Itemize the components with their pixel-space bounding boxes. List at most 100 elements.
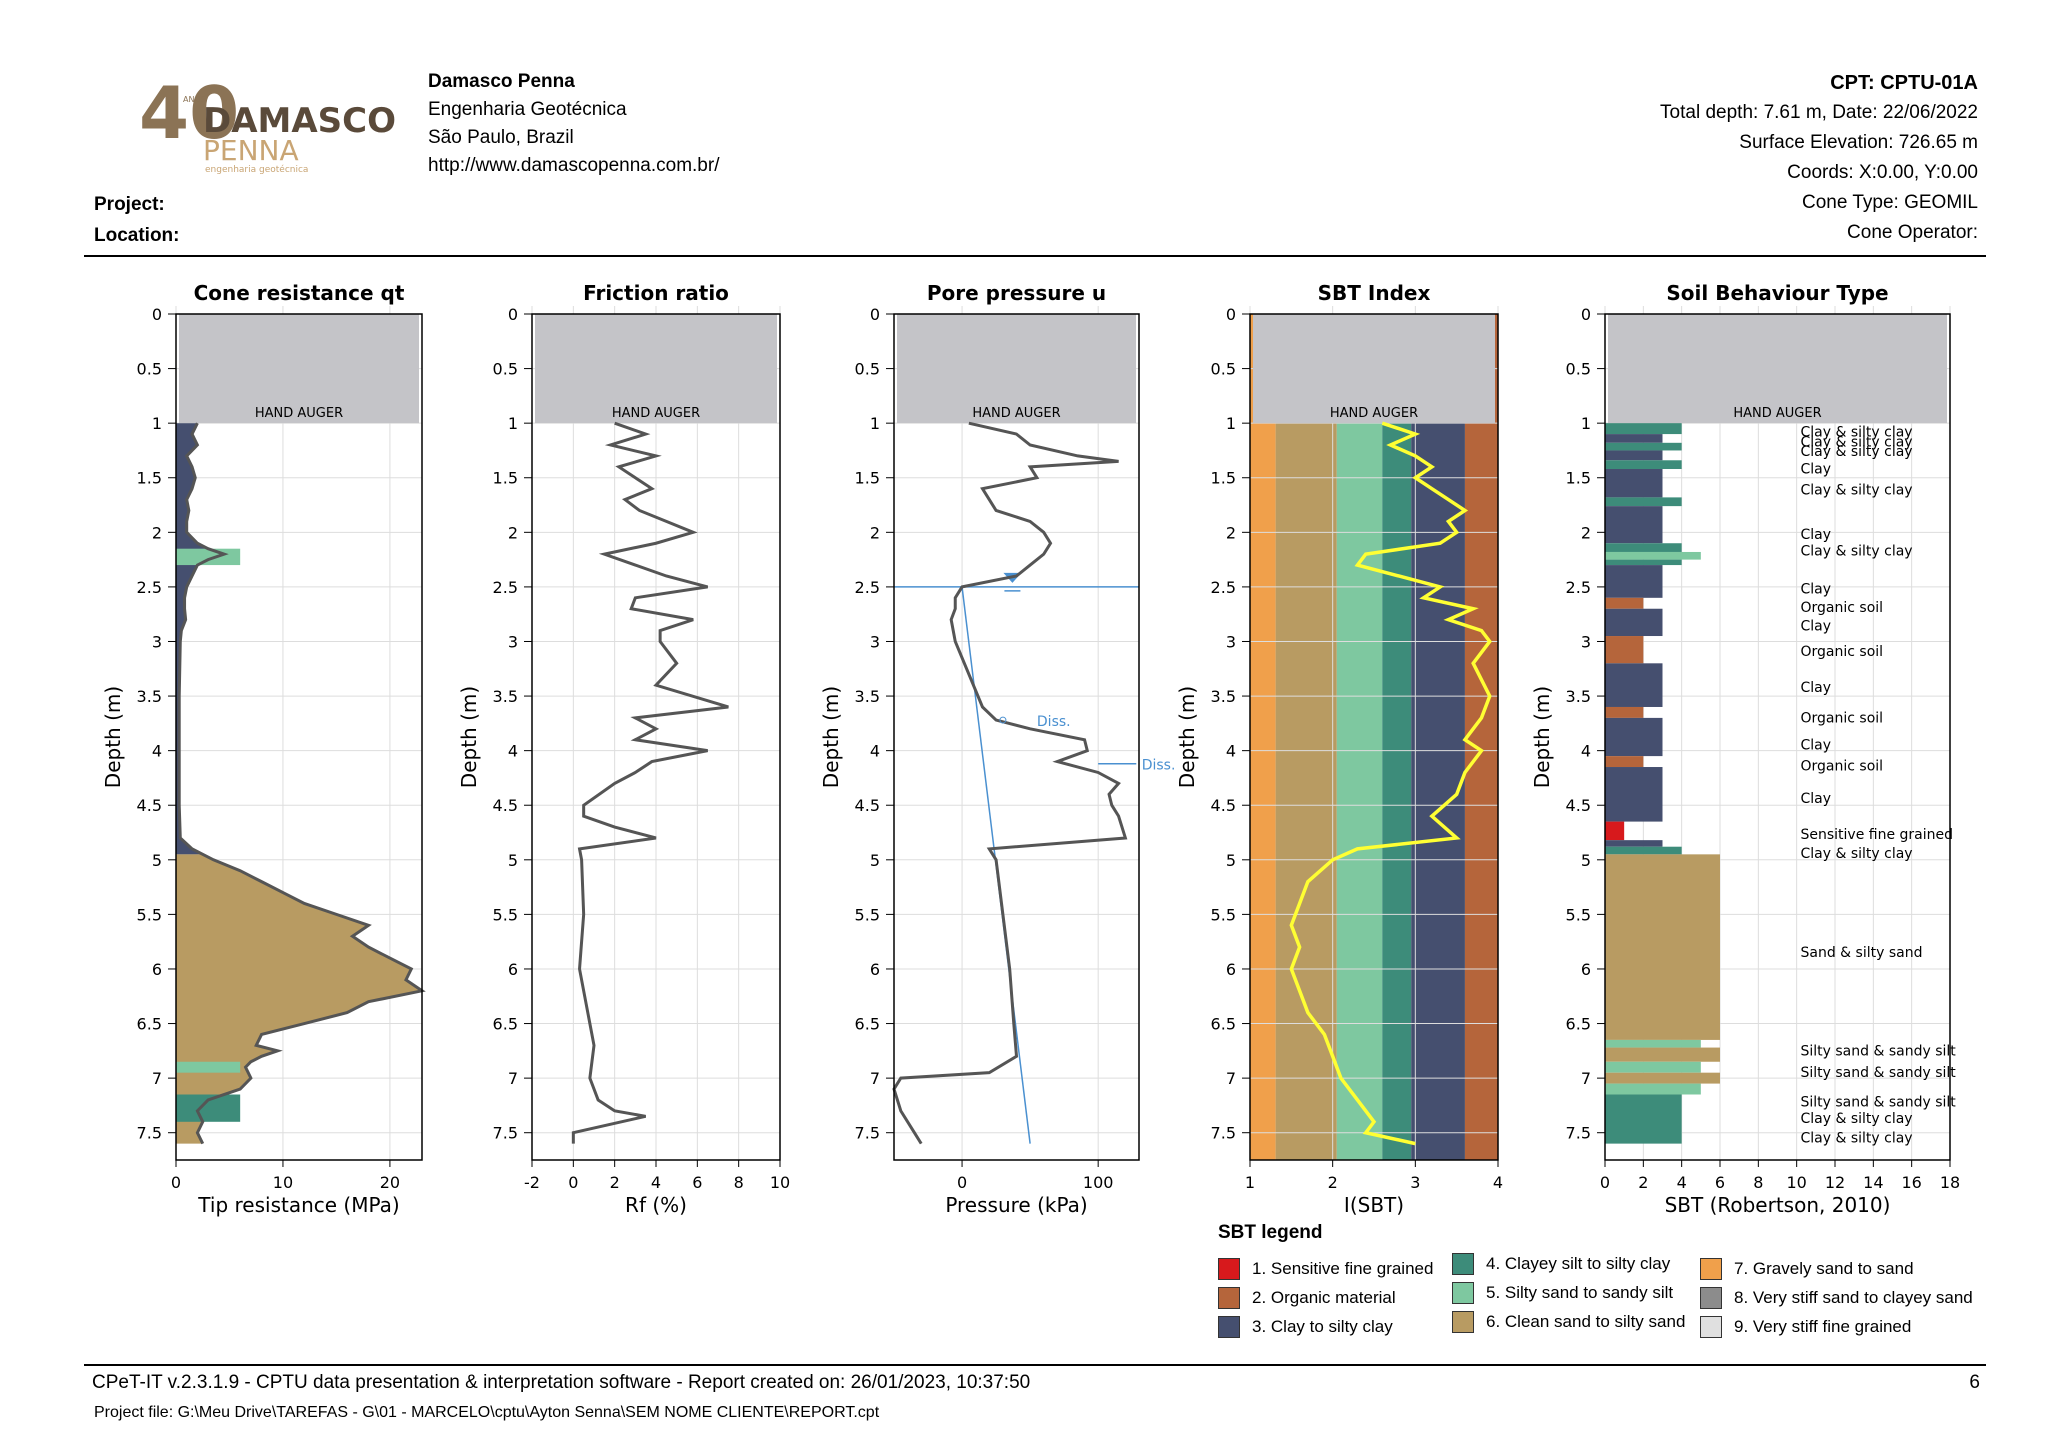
sbt-legend-item: 8. Very stiff sand to clayey sand <box>1700 1287 1973 1309</box>
y-tick-label: 0.5 <box>493 360 518 379</box>
sbt-zone-band <box>1250 314 1276 1160</box>
sbt-layer-label: Sand & silty sand <box>1801 945 1923 961</box>
company-line-2: São Paulo, Brazil <box>428 127 574 148</box>
y-tick-label: 5 <box>508 851 518 870</box>
y-tick-label: 1 <box>152 414 162 433</box>
sbt-layer-label: Clay <box>1801 791 1832 807</box>
y-tick-label: 0.5 <box>1566 360 1591 379</box>
x-tick-label: 100 <box>1083 1173 1114 1192</box>
y-tick-label: 5.5 <box>1211 905 1236 924</box>
sbt-layer-label: Clay & silty clay <box>1801 424 1913 440</box>
y-tick-label: 7 <box>1581 1069 1591 1088</box>
x-tick-label: 2 <box>1638 1173 1648 1192</box>
x-axis-label: Pressure (kPa) <box>945 1193 1087 1217</box>
sbt-layer <box>1605 543 1682 552</box>
sbt-layer-label: Silty sand & sandy silt <box>1801 1043 1957 1059</box>
sbt-layer-label: Clay & silty clay <box>1801 1111 1913 1127</box>
sbt-layer-label: Clay & silty clay <box>1801 846 1913 862</box>
x-tick-label: 4 <box>1493 1173 1503 1192</box>
sbt-layer <box>1605 469 1663 498</box>
sbt-layer <box>1605 1072 1720 1084</box>
company-line-1: Engenharia Geotécnica <box>428 99 627 120</box>
x-tick-label: 10 <box>770 1173 790 1192</box>
sbt-layer <box>1605 423 1682 435</box>
x-tick-label: -2 <box>524 1173 540 1192</box>
cpt-total-depth: Total depth: 7.61 m, Date: 22/06/2022 <box>1660 102 1978 123</box>
hand-auger-block <box>1608 314 1947 424</box>
chart-panel-3: HAND AUGER Diss. Diss. 0 0.5 1 1.5 2 2.5 3 3.5 4 4.5… <box>819 281 1175 1217</box>
sbt-layer-label: Silty sand & sandy silt <box>1801 1095 1957 1111</box>
sbt-layer <box>1605 597 1644 609</box>
damasco-penna-logo: 40 ANOS DAMASCO PENNA engenharia geotécn… <box>139 72 395 175</box>
y-tick-label: 3.5 <box>855 687 880 706</box>
dissipation-label: Diss. <box>1037 714 1071 730</box>
logo-tagline: engenharia geotécnica <box>205 164 308 175</box>
chart-title: Cone resistance qt <box>194 281 405 305</box>
y-tick-label: 1 <box>870 414 880 433</box>
legend-label: 5. Silty sand to sandy silt <box>1486 1283 1674 1302</box>
x-tick-label: 10 <box>1786 1173 1806 1192</box>
x-tick-label: 12 <box>1825 1173 1845 1192</box>
x-tick-label: 4 <box>1677 1173 1687 1192</box>
y-tick-label: 5.5 <box>855 905 880 924</box>
y-tick-label: 6.5 <box>493 1015 518 1034</box>
footer-divider <box>84 1364 1986 1366</box>
x-tick-label: 2 <box>1328 1173 1338 1192</box>
qt-color-band <box>176 548 241 566</box>
sbt-legend-item: 3. Clay to silty clay <box>1218 1316 1393 1338</box>
legend-swatch <box>1700 1287 1722 1309</box>
y-tick-label: 5 <box>870 851 880 870</box>
y-tick-label: 2.5 <box>1211 578 1236 597</box>
legend-swatch <box>1218 1287 1240 1309</box>
y-tick-label: 4 <box>508 742 518 761</box>
y-tick-label: 6.5 <box>1566 1015 1591 1034</box>
sbt-layer <box>1605 840 1663 847</box>
footer-project-file: Project file: G:\Meu Drive\TAREFAS - G\0… <box>94 1404 880 1421</box>
cpt-charts: HAND AUGER 0 0.5 1 1.5 2 2.5 3 3.5 4 4.5 5 5.5 6 6.5 7 7… <box>101 281 1960 1217</box>
sbt-layer-label: Organic soil <box>1801 644 1884 660</box>
cpt-surface-elevation: Surface Elevation: 726.65 m <box>1739 132 1978 153</box>
y-axis-label: Depth (m) <box>1530 686 1554 788</box>
sbt-layer-label: Organic soil <box>1801 600 1884 616</box>
hand-auger-block <box>1253 314 1495 424</box>
x-tick-label: 8 <box>734 1173 744 1192</box>
sbt-zone-band <box>1464 314 1498 1160</box>
y-tick-label: 0 <box>1226 305 1236 324</box>
legend-label: 8. Very stiff sand to clayey sand <box>1734 1288 1973 1307</box>
sbt-layer-label: Clay <box>1801 527 1832 543</box>
y-tick-label: 5.5 <box>137 905 162 924</box>
y-tick-label: 4.5 <box>137 796 162 815</box>
x-axis-label: SBT (Robertson, 2010) <box>1665 1193 1891 1217</box>
legend-swatch <box>1452 1253 1474 1275</box>
y-tick-label: 2 <box>152 523 162 542</box>
chart-panel-1: HAND AUGER 0 0.5 1 1.5 2 2.5 3 3.5 4 4.5 5 5.5 6 6.5 7 7… <box>101 281 426 1217</box>
x-tick-label: 0 <box>957 1173 967 1192</box>
x-tick-label: 0 <box>1600 1173 1610 1192</box>
sbt-layer <box>1605 706 1644 718</box>
company-url[interactable]: http://www.damascopenna.com.br/ <box>428 155 720 176</box>
company-name: Damasco Penna <box>428 71 575 92</box>
y-tick-label: 0 <box>870 305 880 324</box>
hand-auger-label: HAND AUGER <box>1733 406 1821 421</box>
sbt-layer <box>1605 434 1663 443</box>
y-tick-label: 3 <box>1581 632 1591 651</box>
sbt-layer <box>1605 460 1682 470</box>
cpt-cone-type: Cone Type: GEOMIL <box>1801 192 1978 213</box>
rf-curve <box>571 421 729 1144</box>
y-tick-label: 3.5 <box>493 687 518 706</box>
y-tick-label: 7 <box>870 1069 880 1088</box>
qt-area-clay <box>176 423 225 855</box>
hand-auger-label: HAND AUGER <box>972 406 1060 421</box>
y-tick-label: 3 <box>1226 632 1236 651</box>
sbt-layer-label: Silty sand & sandy silt <box>1801 1065 1957 1081</box>
sbt-layer <box>1605 559 1682 566</box>
logo-brand-1: DAMASCO <box>203 101 395 141</box>
legend-label: 3. Clay to silty clay <box>1252 1317 1393 1336</box>
location-label: Location: <box>94 225 180 246</box>
y-tick-label: 1 <box>508 414 518 433</box>
chart-title: Soil Behaviour Type <box>1666 281 1888 305</box>
chart-panel-4: HAND AUGER 0 0.5 1 1.5 2 2.5 3 3.5 4 4.5 5 5.5 6 6.5 7 7… <box>1175 281 1503 1217</box>
sbt-layer <box>1605 1094 1682 1144</box>
x-tick-label: 0 <box>568 1173 578 1192</box>
y-tick-label: 0 <box>1581 305 1591 324</box>
